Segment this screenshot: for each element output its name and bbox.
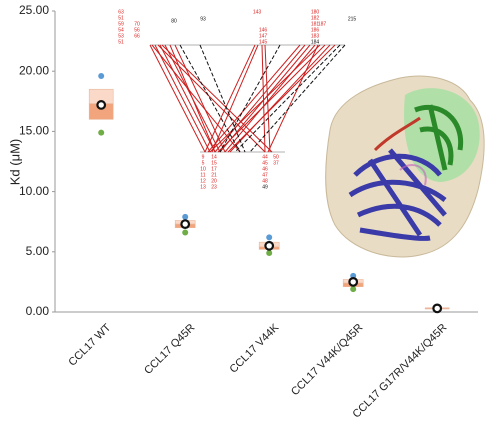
x-tick-label: CCL17 V44K [227, 321, 281, 375]
residue-label: 48 [262, 178, 268, 184]
dashed-link [219, 44, 281, 153]
residue-label: 51 [118, 15, 124, 21]
x-tick-label: CCL17 WT [66, 321, 113, 368]
residue-label: 46 [262, 166, 268, 172]
y-tick-label: 25.00 [19, 3, 49, 17]
residue-label: 12 [200, 178, 206, 184]
link [204, 44, 256, 153]
residue-label: 143 [253, 9, 262, 15]
residue-label: 50 [273, 154, 279, 160]
residue-label: 70 [134, 21, 140, 27]
protein-structure [325, 75, 485, 258]
link [159, 44, 216, 153]
residue-label: 63 [118, 9, 124, 15]
residue-label: 13 [200, 184, 206, 190]
residue-label: 5 [202, 160, 205, 166]
link [224, 44, 316, 153]
residue-label: 51 [118, 39, 124, 45]
link [229, 44, 331, 153]
x-tick-label: CCL17 Q45R [142, 322, 197, 377]
mean-marker [180, 219, 191, 230]
residue-label: 181 [311, 21, 320, 27]
residue-label: 53 [118, 33, 124, 39]
y-tick-label: 10.00 [19, 184, 49, 198]
max-point [266, 234, 273, 241]
y-tick-label: 15.00 [19, 124, 49, 138]
residue-label: 20 [211, 178, 217, 184]
link [174, 44, 226, 153]
residue-label: 11 [200, 172, 205, 178]
residue-label: 184 [311, 39, 320, 45]
dashed-link [179, 44, 241, 153]
residue-label: 187 [318, 21, 327, 27]
y-tick-label: 0.00 [26, 304, 50, 318]
residue-label: 215 [348, 16, 357, 22]
residue-label: 10 [200, 166, 206, 172]
link [151, 44, 241, 153]
x-tick-label: CCL17 G17R/V44K/Q45R [351, 322, 450, 421]
mean-marker [348, 277, 359, 287]
min-point [266, 250, 273, 257]
residue-label: 180 [311, 9, 320, 15]
link [267, 44, 319, 153]
residue-label: 49 [262, 184, 268, 190]
mean-marker [432, 303, 443, 314]
residue-label: 47 [262, 172, 268, 178]
residue-label: 147 [259, 33, 268, 39]
residue-label: 9 [202, 154, 205, 160]
min-point [350, 286, 357, 293]
residue-label: 59 [118, 21, 124, 27]
link [261, 44, 266, 153]
residue-label: 182 [311, 15, 320, 21]
y-axis-label: Kd (μM) [7, 139, 22, 186]
residue-label: 93 [200, 16, 206, 22]
max-point [98, 73, 105, 80]
residue-label: 145 [259, 39, 268, 45]
residue-label: 80 [171, 18, 177, 24]
link [207, 44, 301, 153]
x-tick-label: CCL17 V44K/Q45R [289, 322, 365, 398]
link [209, 44, 321, 153]
residue-label: 17 [211, 166, 217, 172]
residue-label: 54 [118, 27, 124, 33]
residue-label: 45 [262, 160, 268, 166]
link [154, 44, 211, 153]
dashed-link [234, 44, 341, 153]
mean-marker [264, 240, 275, 251]
min-point [98, 129, 105, 136]
y-tick-label: 5.00 [26, 244, 50, 258]
max-point [182, 213, 189, 220]
residue-label: 14 [211, 154, 217, 160]
residue-label: 23 [211, 184, 217, 190]
min-point [182, 229, 189, 236]
residue-label: 44 [262, 154, 268, 160]
link [264, 44, 271, 153]
residue-label: 21 [211, 172, 217, 178]
residue-label: 66 [134, 33, 140, 39]
link [211, 44, 259, 153]
link [217, 44, 326, 153]
dashed-link [199, 44, 246, 153]
link [227, 44, 336, 153]
residue-label: 186 [311, 27, 320, 33]
link [161, 44, 273, 153]
link [169, 44, 216, 153]
residue-label: 15 [211, 160, 217, 166]
residue-label: 37 [273, 160, 279, 166]
residue-label: 146 [259, 27, 268, 33]
y-tick-label: 20.00 [19, 63, 49, 77]
link [149, 44, 206, 153]
residue-label: 183 [311, 33, 320, 39]
residue-label: 56 [134, 27, 140, 33]
mean-marker [96, 100, 107, 110]
